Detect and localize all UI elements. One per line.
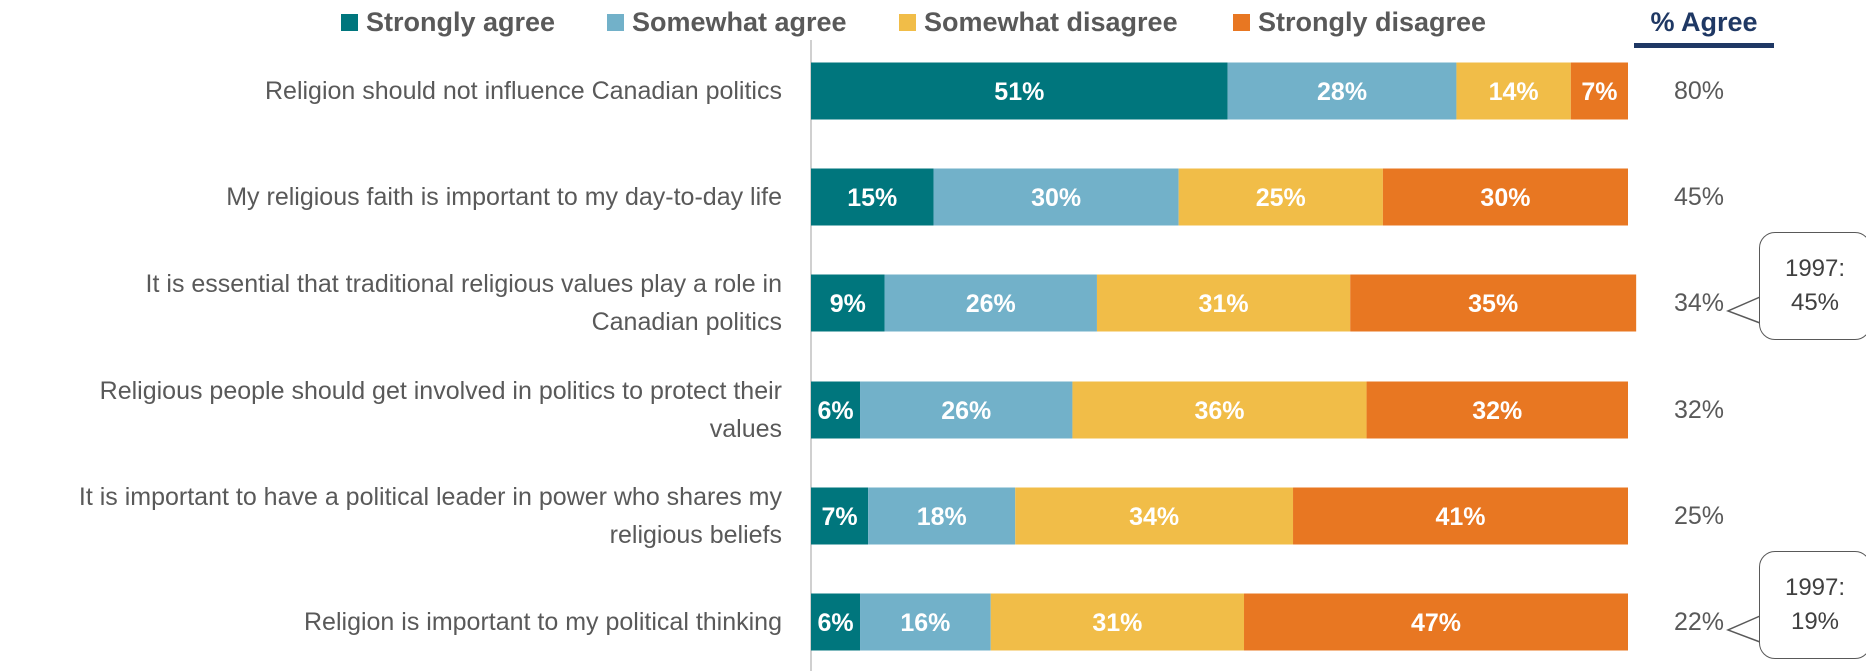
data-label: 18% bbox=[917, 503, 967, 531]
legend: Strongly agree Somewhat agree Somewhat d… bbox=[0, 2, 1866, 42]
legend-label: Somewhat disagree bbox=[924, 6, 1178, 37]
bar-segment bbox=[933, 168, 1179, 226]
bar-segment bbox=[811, 593, 861, 651]
data-label: 7% bbox=[822, 503, 858, 531]
legend-label: Strongly disagree bbox=[1258, 6, 1487, 37]
category-label: Religion is important to my political th… bbox=[304, 608, 782, 636]
data-label: 30% bbox=[1480, 184, 1530, 212]
data-label: 15% bbox=[847, 184, 897, 212]
percent-agree-value: 80% bbox=[1673, 77, 1725, 105]
legend-swatch bbox=[899, 13, 916, 31]
category-label: It is essential that traditional religio… bbox=[145, 270, 782, 336]
data-label: 14% bbox=[1489, 78, 1539, 106]
legend-item-strongly-agree: Strongly agree bbox=[341, 4, 555, 40]
bar-segment bbox=[1350, 274, 1637, 332]
callout-1997: 1997: 45% bbox=[1759, 232, 1866, 340]
data-label: 34% bbox=[1129, 503, 1179, 531]
bar-segment bbox=[1366, 381, 1628, 439]
data-label: 30% bbox=[1031, 184, 1081, 212]
data-label: 26% bbox=[941, 397, 991, 425]
bar-segment bbox=[1570, 62, 1628, 120]
data-label: 6% bbox=[817, 609, 853, 637]
bar-segment bbox=[1096, 274, 1351, 332]
legend-item-strongly-disagree: Strongly disagree bbox=[1233, 4, 1486, 40]
bar-segment bbox=[1293, 487, 1628, 545]
category-label: My religious faith is important to my da… bbox=[226, 183, 782, 211]
category-label: Religion should not influence Canadian p… bbox=[264, 77, 782, 105]
percent-agree-value: 45% bbox=[1673, 183, 1725, 211]
data-label: 6% bbox=[817, 397, 853, 425]
bar-segment bbox=[1227, 62, 1457, 120]
legend-label: Somewhat agree bbox=[632, 6, 847, 37]
callout-text: 19% bbox=[1790, 608, 1840, 635]
bar-segment bbox=[860, 381, 1073, 439]
category-label: It is important to have a political lead… bbox=[78, 483, 782, 549]
data-label: 9% bbox=[830, 290, 866, 318]
callout-text: 1997: bbox=[1784, 255, 1846, 282]
data-label: 47% bbox=[1411, 609, 1461, 637]
bar-segment bbox=[1015, 487, 1294, 545]
data-label: 32% bbox=[1472, 397, 1522, 425]
data-label: 36% bbox=[1194, 397, 1244, 425]
legend-swatch bbox=[341, 13, 358, 31]
percent-agree-value: 25% bbox=[1673, 502, 1725, 530]
bar-segment bbox=[1244, 593, 1628, 651]
callout-text: 45% bbox=[1790, 289, 1840, 316]
data-label: 28% bbox=[1317, 78, 1367, 106]
percent-agree-value: 34% bbox=[1673, 289, 1725, 317]
bar-segment bbox=[990, 593, 1245, 651]
data-label: 7% bbox=[1581, 78, 1617, 106]
percent-agree-value: 32% bbox=[1673, 396, 1725, 424]
data-label: 51% bbox=[994, 78, 1044, 106]
bar-segment bbox=[1178, 168, 1383, 226]
bar-segment bbox=[868, 487, 1016, 545]
percent-agree-underline bbox=[1634, 43, 1774, 48]
data-label: 16% bbox=[900, 609, 950, 637]
data-label: 25% bbox=[1256, 184, 1306, 212]
bar-segment bbox=[1382, 168, 1628, 226]
callout-text: 1997: bbox=[1784, 574, 1846, 601]
legend-swatch bbox=[607, 13, 624, 31]
data-label: 31% bbox=[1199, 290, 1249, 318]
data-label: 41% bbox=[1435, 503, 1485, 531]
bar-segment bbox=[811, 168, 934, 226]
bar-segment bbox=[811, 381, 861, 439]
percent-agree-header: % Agree bbox=[1650, 7, 1758, 37]
data-label: 35% bbox=[1468, 290, 1518, 318]
legend-item-somewhat-disagree: Somewhat disagree bbox=[899, 4, 1178, 40]
data-label: 26% bbox=[966, 290, 1016, 318]
bar-segment bbox=[811, 487, 869, 545]
bar-segment bbox=[860, 593, 991, 651]
legend-item-somewhat-agree: Somewhat agree bbox=[607, 4, 847, 40]
legend-swatch bbox=[1233, 13, 1250, 31]
bar-segment bbox=[811, 274, 885, 332]
percent-agree-value: 22% bbox=[1673, 608, 1725, 636]
bar-segment bbox=[811, 62, 1228, 120]
bar-segment bbox=[1072, 381, 1367, 439]
category-label: Religious people should get involved in … bbox=[99, 377, 782, 443]
callout-1997: 1997: 19% bbox=[1759, 551, 1866, 659]
bar-segment bbox=[884, 274, 1097, 332]
data-label: 31% bbox=[1092, 609, 1142, 637]
legend-label: Strongly agree bbox=[366, 6, 556, 37]
bar-segment bbox=[1456, 62, 1571, 120]
